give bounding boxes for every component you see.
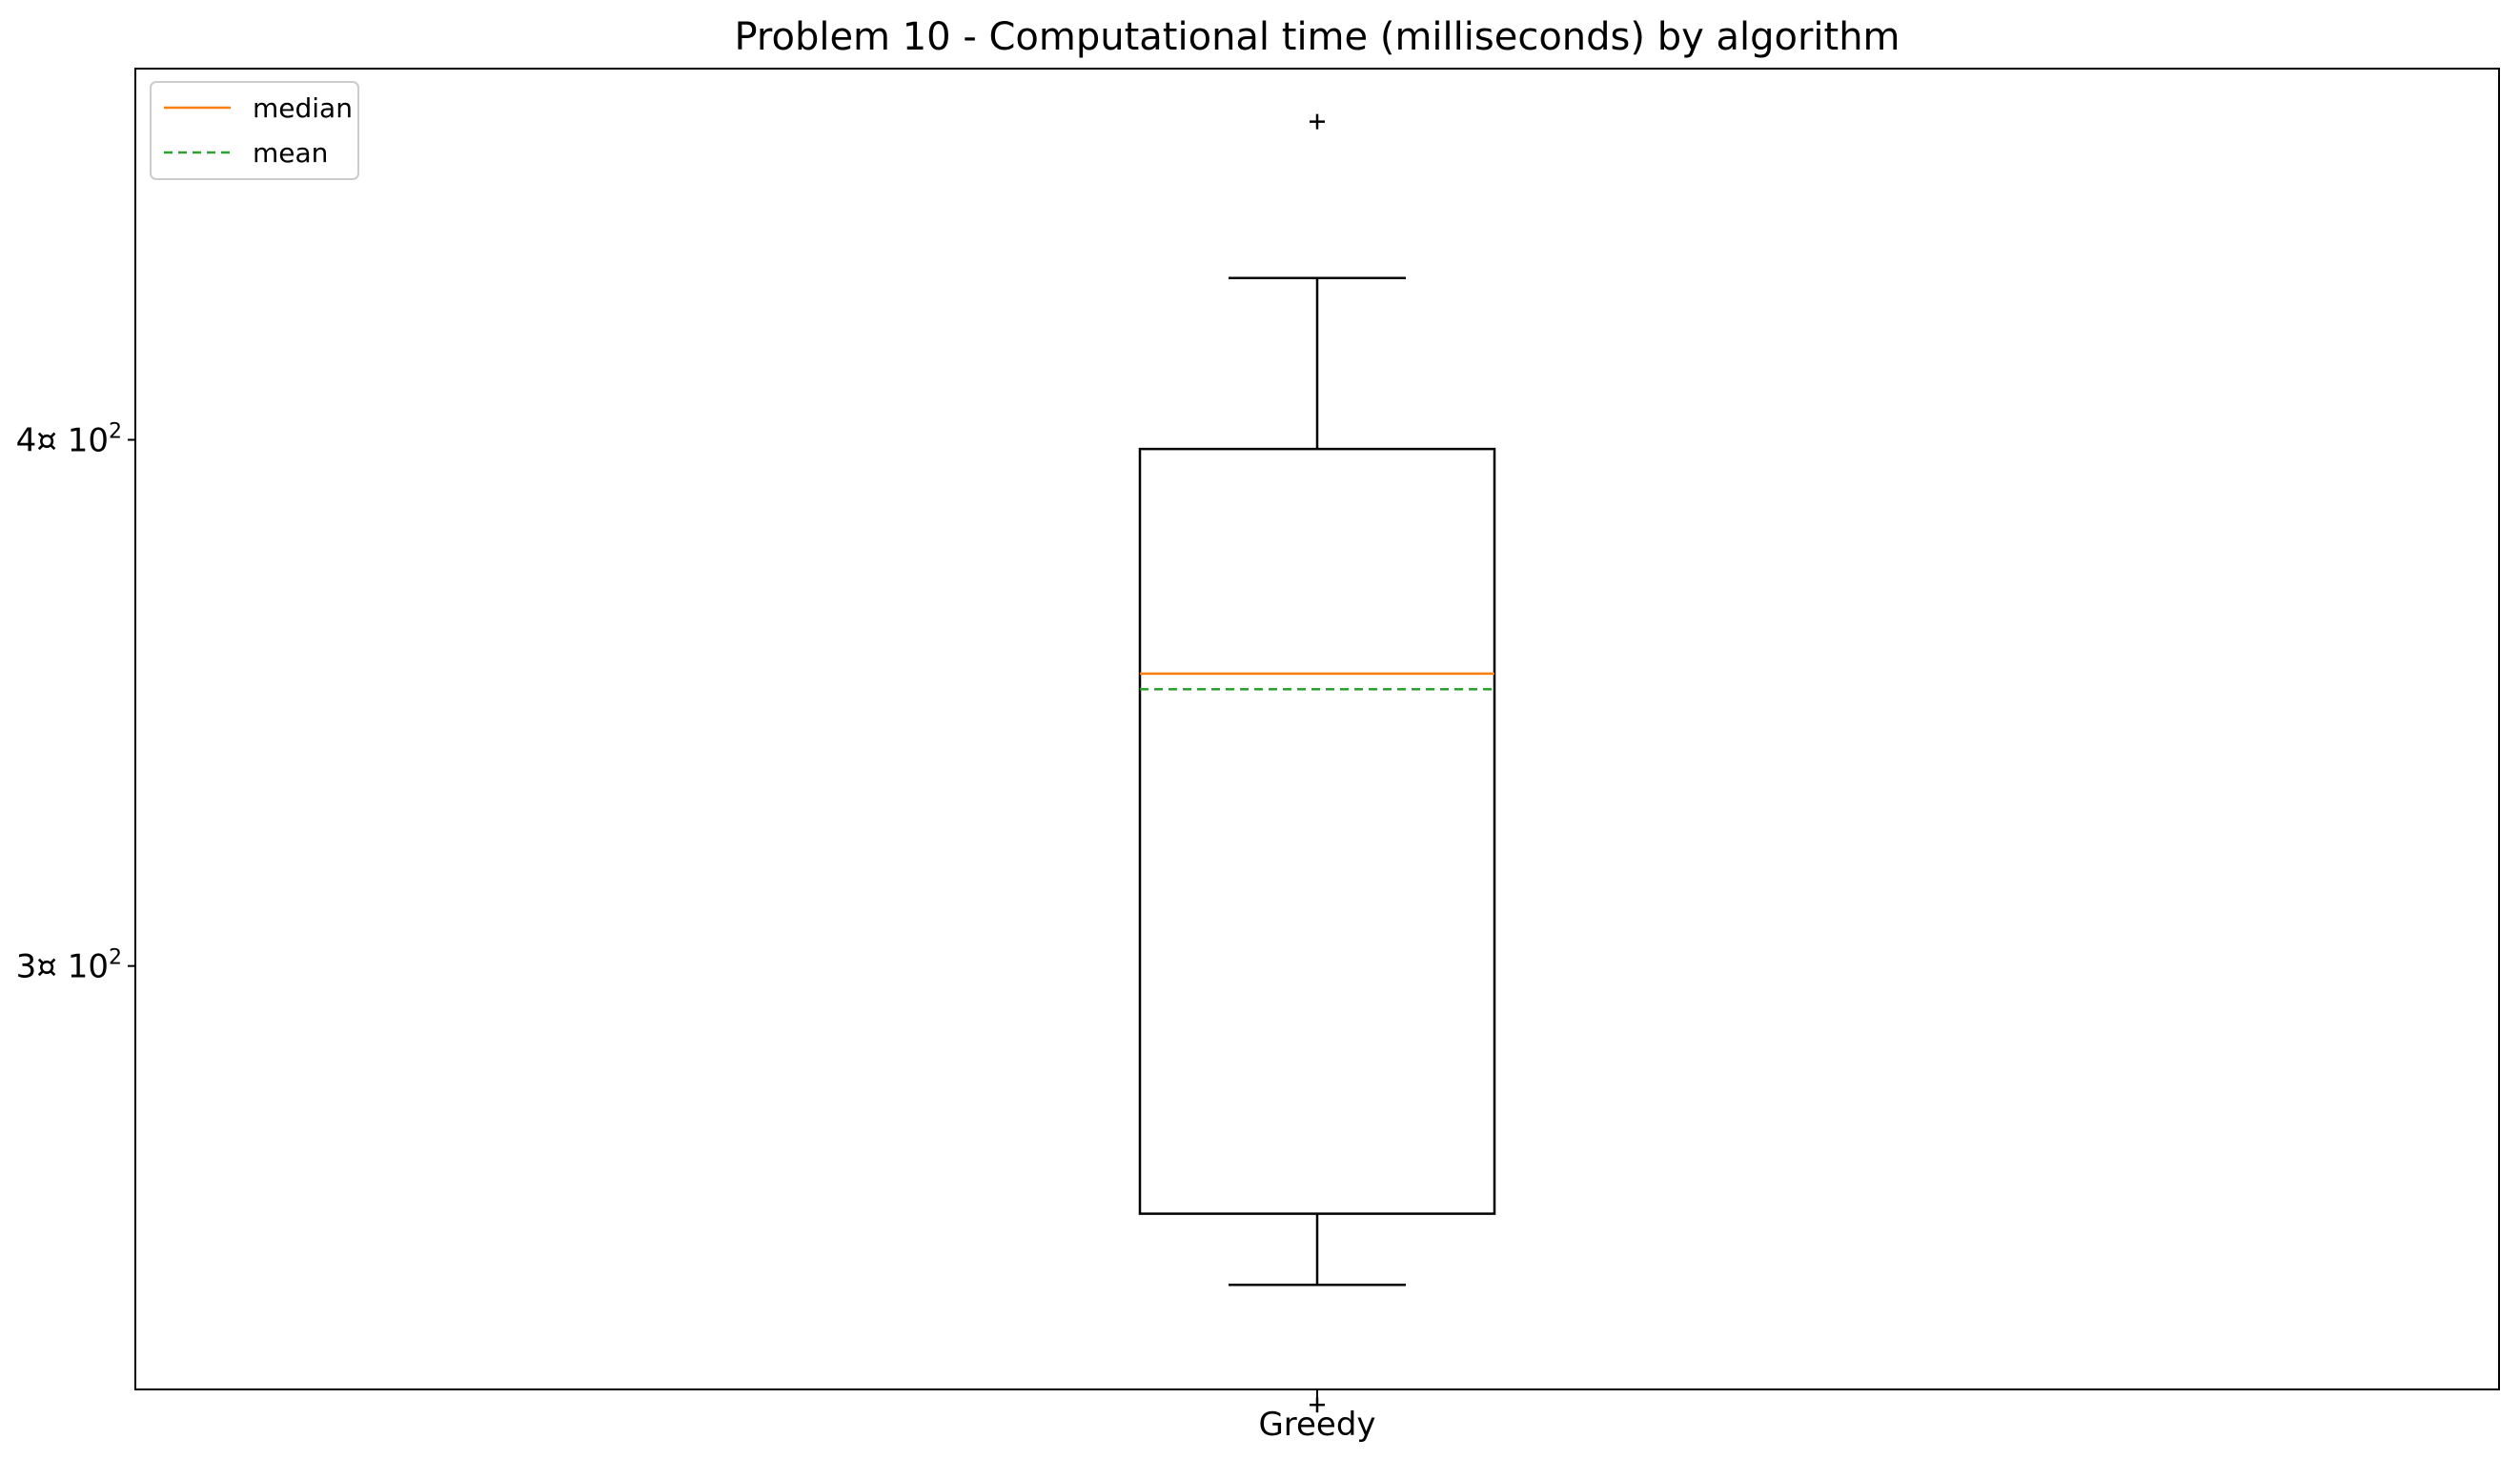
plot-area — [134, 68, 2500, 1390]
legend-mean-label: mean — [253, 137, 328, 169]
legend: median mean — [150, 81, 359, 180]
box — [1138, 447, 1496, 1215]
legend-median-label: median — [253, 92, 353, 124]
y-tick-label-exponent: 2 — [109, 946, 122, 970]
legend-frame — [150, 81, 359, 180]
y-tick-label-exponent: 2 — [109, 420, 122, 444]
y-tick-label: 4¤ 102 — [16, 420, 122, 460]
y-tick-label-base: 4¤ 10 — [16, 422, 109, 460]
chart-title: Problem 10 - Computational time (millise… — [734, 15, 1900, 59]
y-tick-label-base: 3¤ 10 — [16, 948, 109, 986]
y-tick-label: 3¤ 102 — [16, 946, 122, 986]
